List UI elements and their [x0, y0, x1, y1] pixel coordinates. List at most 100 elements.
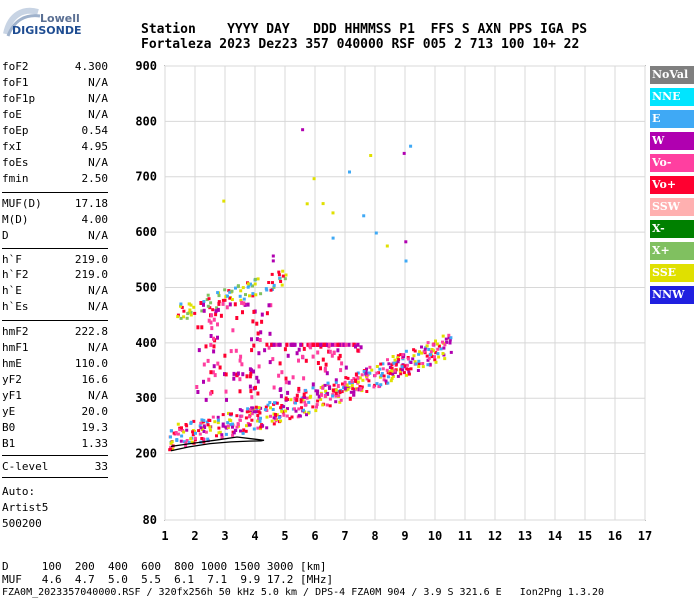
echo-mark [290, 415, 294, 419]
profile-curve [170, 436, 265, 452]
echo-mark [234, 429, 238, 432]
echo-mark [310, 342, 314, 347]
echo-mark [341, 382, 344, 386]
echo-mark [431, 343, 435, 347]
logo-line1: Lowell [40, 12, 80, 25]
echo-mark [334, 394, 338, 398]
echo-mark [216, 418, 220, 422]
echo-mark [316, 350, 320, 355]
echo-mark [256, 391, 260, 396]
echo-mark [388, 366, 392, 369]
param-row-22: B1 1.33 [2, 437, 108, 452]
echo-mark [215, 306, 219, 310]
echo-mark [362, 370, 366, 373]
echo-mark [240, 362, 244, 367]
echo-mark [311, 405, 315, 409]
echo-mark [315, 403, 319, 407]
echo-mark [285, 342, 289, 347]
echo-mark [449, 336, 453, 340]
echo-mark [253, 282, 257, 286]
echo-mark [319, 397, 323, 401]
echo-mark [433, 355, 436, 359]
echo-mark [272, 385, 276, 390]
echo-mark [361, 378, 365, 382]
echo-mark [229, 419, 233, 423]
echo-mark [301, 354, 304, 359]
echo-mark [217, 301, 221, 306]
echo-mark [284, 273, 288, 277]
echo-mark [398, 369, 402, 373]
echo-mark [351, 387, 355, 391]
echo-mark [216, 322, 219, 327]
echo-mark [206, 423, 210, 427]
echo-mark [352, 393, 356, 397]
echo-mark [231, 433, 235, 437]
legend-item-6: SSW [650, 198, 694, 216]
param-name: hmE [2, 357, 22, 370]
echo-mark [393, 369, 397, 373]
echo-mark [256, 414, 260, 417]
param-row-10: D N/A [2, 229, 108, 244]
echo-mark [356, 388, 360, 392]
y-tick-label: 200 [135, 447, 157, 461]
echo-mark [447, 333, 451, 337]
echo-mark [399, 372, 403, 376]
echo-mark [257, 406, 261, 410]
echo-mark [362, 214, 366, 218]
echo-mark [430, 355, 434, 359]
echo-mark [328, 342, 331, 347]
echo-mark [189, 313, 193, 317]
echo-mark [393, 358, 397, 362]
echo-mark [358, 376, 362, 380]
auto-software: Artist5 [2, 501, 49, 514]
echo-mark [248, 374, 252, 379]
param-row-8: MUF(D) 17.18 [2, 197, 108, 212]
echo-mark [239, 429, 242, 433]
echo-mark [217, 426, 221, 430]
param-value: 20.0 [81, 405, 109, 418]
echo-mark [380, 372, 384, 375]
echo-mark [388, 371, 392, 375]
echo-mark [221, 424, 225, 428]
echo-mark [221, 422, 225, 426]
echo-mark [191, 430, 195, 434]
echo-mark [272, 342, 276, 347]
echo-mark [199, 301, 203, 305]
echo-mark [265, 426, 269, 430]
param-value: 4.300 [74, 60, 108, 73]
echo-mark [279, 280, 283, 283]
echo-mark [340, 390, 344, 394]
echo-mark [367, 383, 371, 387]
echo-mark [182, 315, 186, 319]
echo-mark [270, 342, 274, 347]
echo-mark [249, 389, 253, 394]
echo-mark [397, 358, 401, 362]
param-value: 2.50 [81, 172, 109, 185]
echo-marks [168, 128, 453, 452]
echo-mark [325, 342, 329, 347]
echo-mark [396, 374, 400, 378]
echo-mark [245, 374, 249, 379]
echo-mark [301, 128, 305, 132]
echo-mark [169, 445, 173, 449]
echo-mark [280, 404, 284, 407]
echo-mark [248, 384, 252, 389]
param-row-6: foEs N/A [2, 156, 108, 171]
echo-mark [200, 428, 204, 432]
echo-mark [412, 354, 416, 358]
echo-mark [272, 402, 276, 406]
echo-mark [412, 348, 416, 352]
echo-mark [421, 365, 425, 369]
echo-mark [294, 401, 297, 405]
x-tick-label: 8 [371, 529, 378, 543]
echo-mark [231, 425, 234, 429]
echo-mark [306, 411, 310, 415]
echo-mark [189, 437, 193, 441]
echo-mark [176, 432, 180, 436]
echo-mark [238, 408, 242, 412]
echo-mark [391, 374, 395, 378]
echo-mark [250, 395, 254, 400]
echo-mark [257, 351, 261, 356]
param-name: foF1p [2, 92, 36, 105]
echo-mark [417, 365, 421, 368]
